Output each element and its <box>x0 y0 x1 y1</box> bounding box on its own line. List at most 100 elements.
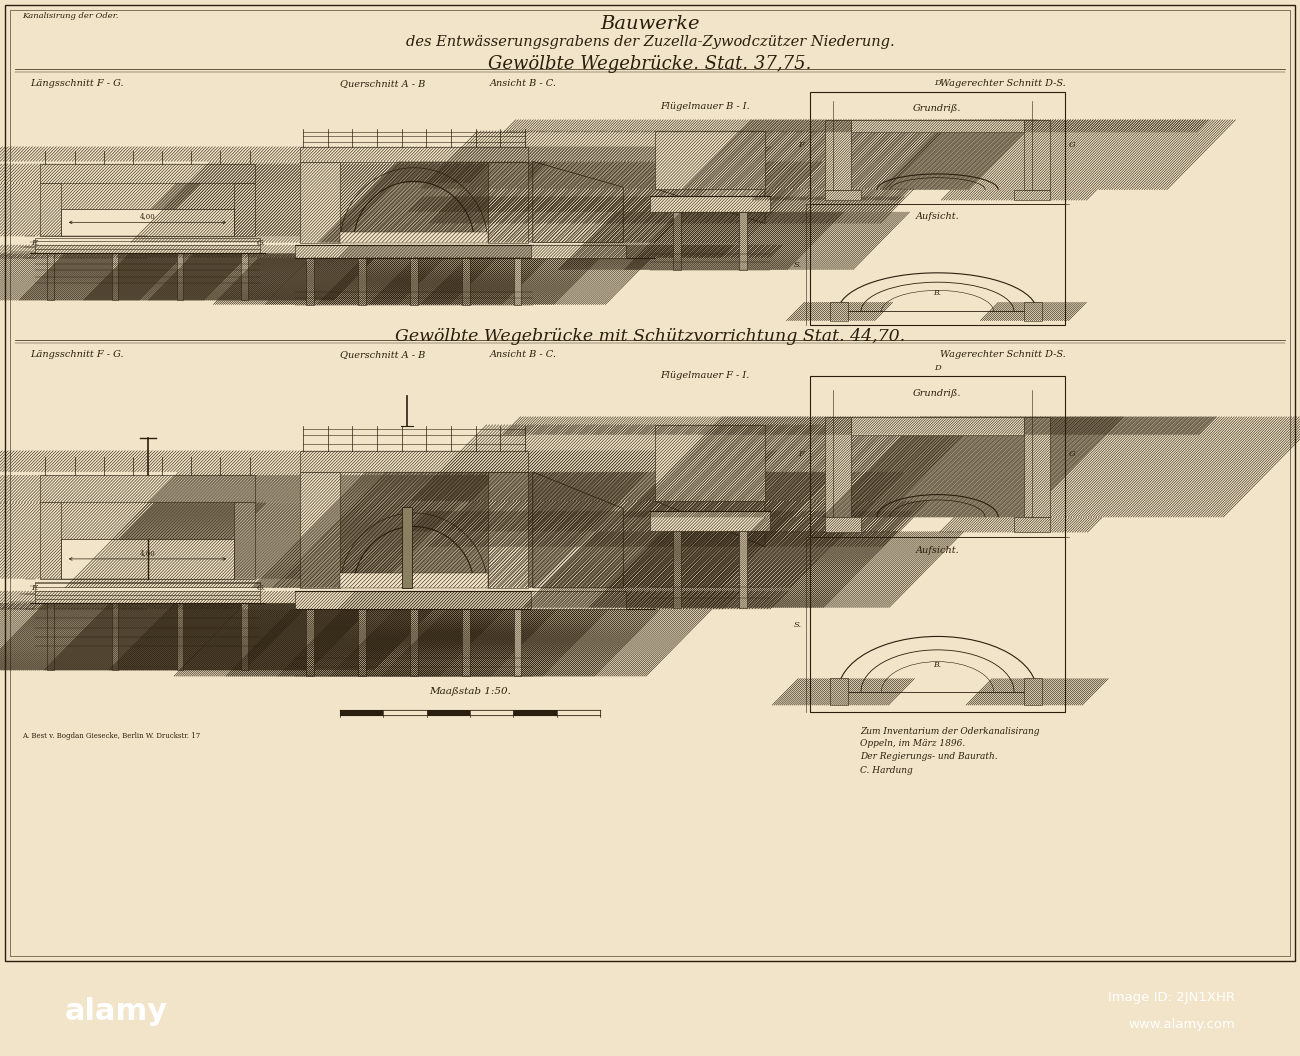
Bar <box>1024 678 1043 705</box>
Text: D: D <box>935 79 941 88</box>
Bar <box>514 710 556 715</box>
Bar <box>61 208 234 237</box>
Bar <box>47 253 53 300</box>
Bar <box>35 582 260 603</box>
Bar <box>242 253 248 300</box>
Text: C. Hardung: C. Hardung <box>861 766 913 775</box>
Bar <box>411 258 417 304</box>
Bar <box>359 609 365 676</box>
Bar <box>673 531 681 607</box>
Text: Grundriß.: Grundriß. <box>913 103 962 113</box>
Text: Grundriß.: Grundriß. <box>913 389 962 397</box>
Text: G.: G. <box>256 239 265 247</box>
Bar <box>826 517 861 532</box>
Bar <box>242 603 248 671</box>
Bar <box>1024 302 1043 321</box>
Bar <box>300 472 341 588</box>
Text: Zum Inventarium der Oderkanalisirang: Zum Inventarium der Oderkanalisirang <box>861 728 1040 736</box>
Bar <box>463 609 469 676</box>
Bar <box>234 183 255 237</box>
Bar <box>1024 119 1049 190</box>
Bar <box>402 507 412 588</box>
Text: Oppeln, im März 1896.: Oppeln, im März 1896. <box>861 739 965 749</box>
Bar <box>740 212 746 270</box>
Text: Ansicht B - C.: Ansicht B - C. <box>490 79 556 89</box>
Text: F.: F. <box>31 239 39 247</box>
Text: Wagerechter Schnitt D-S.: Wagerechter Schnitt D-S. <box>940 350 1066 359</box>
Text: 4,00: 4,00 <box>139 212 156 221</box>
Bar <box>471 710 514 715</box>
Bar <box>112 253 118 300</box>
Text: A. Best v. Bogdan Giesecke, Berlin W. Druckstr. 17: A. Best v. Bogdan Giesecke, Berlin W. Dr… <box>22 732 200 740</box>
Text: Maaßstab 1:50.: Maaßstab 1:50. <box>429 686 511 696</box>
Bar <box>177 253 183 300</box>
Bar <box>826 119 850 190</box>
Bar <box>300 162 341 243</box>
Bar <box>40 164 255 183</box>
Text: Aufsicht.: Aufsicht. <box>915 212 959 221</box>
Bar <box>300 147 528 162</box>
Bar <box>650 511 770 531</box>
Text: S.: S. <box>794 621 802 628</box>
Text: 4,00: 4,00 <box>139 549 156 557</box>
Bar <box>810 376 1065 712</box>
Bar <box>850 119 1024 132</box>
Bar <box>426 710 471 715</box>
Bar <box>384 710 426 715</box>
Text: Image ID: 2JN1XHR: Image ID: 2JN1XHR <box>1108 992 1235 1004</box>
Text: Flügelmauer B - I.: Flügelmauer B - I. <box>660 101 750 111</box>
Text: Bauwerke: Bauwerke <box>601 15 699 33</box>
Bar <box>40 475 255 503</box>
Bar <box>530 245 627 258</box>
Bar <box>810 92 1065 325</box>
Text: G: G <box>1069 142 1076 149</box>
Bar <box>359 258 365 304</box>
Bar <box>826 190 861 201</box>
Bar <box>295 591 533 609</box>
Bar <box>488 472 528 588</box>
Text: Aufsicht.: Aufsicht. <box>915 546 959 554</box>
Text: Flügelmauer F - I.: Flügelmauer F - I. <box>660 372 749 380</box>
Bar <box>850 417 1024 435</box>
Bar <box>112 603 118 671</box>
Bar <box>300 451 528 472</box>
Text: Gewölbte Wegebrücke mit Schützvorrichtung Stat. 44,70.: Gewölbte Wegebrücke mit Schützvorrichtun… <box>395 327 905 344</box>
Bar <box>831 678 848 705</box>
Bar <box>341 710 384 715</box>
Polygon shape <box>655 189 764 224</box>
Bar <box>1014 517 1049 532</box>
Text: B.: B. <box>933 661 941 670</box>
Text: Wagerechter Schnitt D-S.: Wagerechter Schnitt D-S. <box>940 79 1066 89</box>
Text: Gewölbte Wegebrücke. Stat. 37,75.: Gewölbte Wegebrücke. Stat. 37,75. <box>489 55 811 73</box>
Bar <box>826 417 850 517</box>
Bar <box>295 245 533 258</box>
Bar <box>514 258 521 304</box>
Bar <box>234 503 255 579</box>
Text: G: G <box>1069 450 1076 457</box>
Text: Querschnitt A - B: Querschnitt A - B <box>341 350 425 359</box>
Polygon shape <box>533 472 623 588</box>
Bar <box>307 258 313 304</box>
Bar <box>650 196 770 212</box>
Text: F.: F. <box>31 584 39 591</box>
Bar <box>463 258 469 304</box>
Bar <box>177 603 183 671</box>
Text: Ansicht B - C.: Ansicht B - C. <box>490 350 556 359</box>
Text: Der Regierungs- und Baurath.: Der Regierungs- und Baurath. <box>861 752 997 760</box>
Bar <box>556 710 601 715</box>
Bar <box>35 239 260 253</box>
Bar <box>307 609 313 676</box>
Bar <box>655 425 764 501</box>
Polygon shape <box>533 162 623 243</box>
Bar <box>1014 190 1049 201</box>
Bar <box>61 539 234 579</box>
Polygon shape <box>655 501 764 547</box>
Bar <box>673 212 681 270</box>
Text: alamy: alamy <box>65 997 168 1025</box>
Text: F: F <box>798 450 803 457</box>
Bar <box>655 131 764 189</box>
Bar <box>40 503 61 579</box>
Text: D: D <box>935 364 941 373</box>
Text: Querschnitt A - B: Querschnitt A - B <box>341 79 425 89</box>
Text: F: F <box>798 142 803 149</box>
